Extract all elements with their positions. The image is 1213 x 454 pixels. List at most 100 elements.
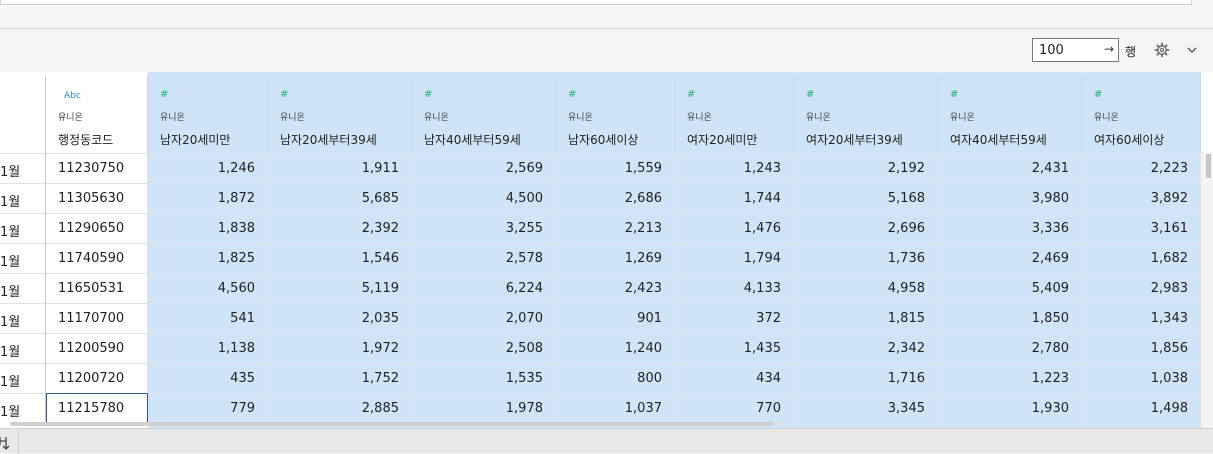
table-cell[interactable]: 4,133 [675,273,794,303]
column-header[interactable]: # 유니온 여자40세부터59세 [938,75,1082,153]
table-cell[interactable]: 2,342 [794,333,938,363]
table-cell[interactable]: 3,892 [1082,183,1201,213]
table-cell[interactable]: 2,213 [556,213,675,243]
table-cell[interactable]: 5,168 [794,183,938,213]
table-cell[interactable]: 1,872 [148,183,268,213]
table-cell[interactable]: 541 [148,303,268,333]
month-cell[interactable]: 1월 [0,183,46,213]
column-header[interactable]: # 유니온 여자20세미만 [675,75,794,153]
column-header[interactable]: # 유니온 남자20세미만 [148,75,268,153]
column-header[interactable]: Abc 유니온 행정동코드 [46,75,148,153]
table-cell[interactable]: 1,559 [556,153,675,183]
table-cell[interactable]: 2,885 [268,393,412,423]
table-cell[interactable]: 11740590 [46,243,148,273]
table-cell[interactable]: 1,243 [675,153,794,183]
table-cell[interactable]: 3,980 [938,183,1082,213]
table-cell[interactable]: 1,794 [675,243,794,273]
table-cell[interactable]: 11200720 [46,363,148,393]
table-cell[interactable]: 2,035 [268,303,412,333]
table-cell[interactable]: 11290650 [46,213,148,243]
table-cell[interactable]: 2,508 [412,333,556,363]
table-cell[interactable]: 1,037 [556,393,675,423]
column-header[interactable]: # 유니온 남자20세부터39세 [268,75,412,153]
table-cell[interactable]: 372 [675,303,794,333]
table-cell[interactable]: 3,345 [794,393,938,423]
table-cell[interactable]: 1,911 [268,153,412,183]
table-cell[interactable]: 2,780 [938,333,1082,363]
rows-count-input[interactable]: 100 → [1032,38,1119,62]
table-cell[interactable]: 2,392 [268,213,412,243]
table-cell[interactable]: 1,240 [556,333,675,363]
month-cell[interactable]: 1월 [0,213,46,243]
table-cell[interactable]: 1,825 [148,243,268,273]
table-cell[interactable]: 1,978 [412,393,556,423]
table-cell[interactable]: 11305630 [46,183,148,213]
table-cell[interactable]: 2,569 [412,153,556,183]
table-cell[interactable]: 1,752 [268,363,412,393]
month-cell[interactable]: 1월 [0,363,46,393]
table-cell[interactable]: 770 [675,393,794,423]
table-cell[interactable]: 3,255 [412,213,556,243]
month-cell[interactable]: 1월 [0,303,46,333]
table-cell[interactable]: 2,578 [412,243,556,273]
table-cell[interactable]: 1,435 [675,333,794,363]
apply-arrow-icon[interactable]: → [1103,42,1114,56]
gear-icon[interactable] [1154,42,1170,58]
flow-icon[interactable] [0,435,14,451]
table-cell[interactable]: 1,476 [675,213,794,243]
horizontal-scroll-thumb[interactable] [10,422,774,426]
table-cell[interactable]: 6,224 [412,273,556,303]
table-cell[interactable]: 2,423 [556,273,675,303]
column-header[interactable]: # 유니온 남자60세이상 [556,75,675,153]
table-cell[interactable]: 1,930 [938,393,1082,423]
column-header[interactable]: # 유니온 남자40세부터59세 [412,75,556,153]
table-cell[interactable]: 5,119 [268,273,412,303]
table-cell[interactable]: 2,223 [1082,153,1201,183]
table-cell[interactable]: 11650531 [46,273,148,303]
table-cell[interactable]: 3,336 [938,213,1082,243]
month-cell[interactable]: 1월 [0,273,46,303]
table-cell[interactable]: 1,716 [794,363,938,393]
month-cell[interactable]: 1월 [0,243,46,273]
table-cell[interactable]: 4,500 [412,183,556,213]
table-cell[interactable]: 11170700 [46,303,148,333]
table-cell[interactable]: 1,815 [794,303,938,333]
table-cell[interactable]: 1,498 [1082,393,1201,423]
table-cell[interactable]: 4,958 [794,273,938,303]
table-cell[interactable]: 2,696 [794,213,938,243]
table-cell[interactable]: 1,744 [675,183,794,213]
table-cell[interactable]: 2,983 [1082,273,1201,303]
column-header[interactable]: # 유니온 여자20세부터39세 [794,75,938,153]
table-cell[interactable]: 2,686 [556,183,675,213]
table-cell[interactable]: 1,246 [148,153,268,183]
table-cell[interactable]: 901 [556,303,675,333]
table-cell[interactable]: 11200590 [46,333,148,363]
table-cell[interactable]: 1,972 [268,333,412,363]
table-cell[interactable]: 434 [675,363,794,393]
table-cell[interactable]: 1,682 [1082,243,1201,273]
chevron-down-icon[interactable] [1185,43,1199,57]
table-cell[interactable]: 1,838 [148,213,268,243]
table-cell[interactable]: 4,560 [148,273,268,303]
table-cell[interactable]: 3,161 [1082,213,1201,243]
table-cell[interactable]: 1,343 [1082,303,1201,333]
table-cell[interactable]: 1,038 [1082,363,1201,393]
vertical-scrollbar[interactable] [1201,152,1213,428]
table-cell[interactable]: 1,856 [1082,333,1201,363]
table-cell[interactable]: 1,850 [938,303,1082,333]
table-cell[interactable]: 1,223 [938,363,1082,393]
table-cell[interactable]: 2,192 [794,153,938,183]
table-cell[interactable]: 800 [556,363,675,393]
month-cell[interactable]: 1월 [0,153,46,183]
table-cell[interactable]: 1,269 [556,243,675,273]
table-cell[interactable]: 5,685 [268,183,412,213]
column-header[interactable]: # 유니온 여자60세이상 [1082,75,1201,153]
month-cell[interactable]: 1월 [0,333,46,363]
table-cell[interactable]: 435 [148,363,268,393]
vertical-scroll-thumb[interactable] [1206,154,1211,178]
table-cell[interactable]: 1,138 [148,333,268,363]
month-cell[interactable]: 1월 [0,393,46,423]
month-column-header[interactable] [0,75,46,153]
table-cell[interactable]: 11215780 [46,393,148,423]
table-cell[interactable]: 1,535 [412,363,556,393]
